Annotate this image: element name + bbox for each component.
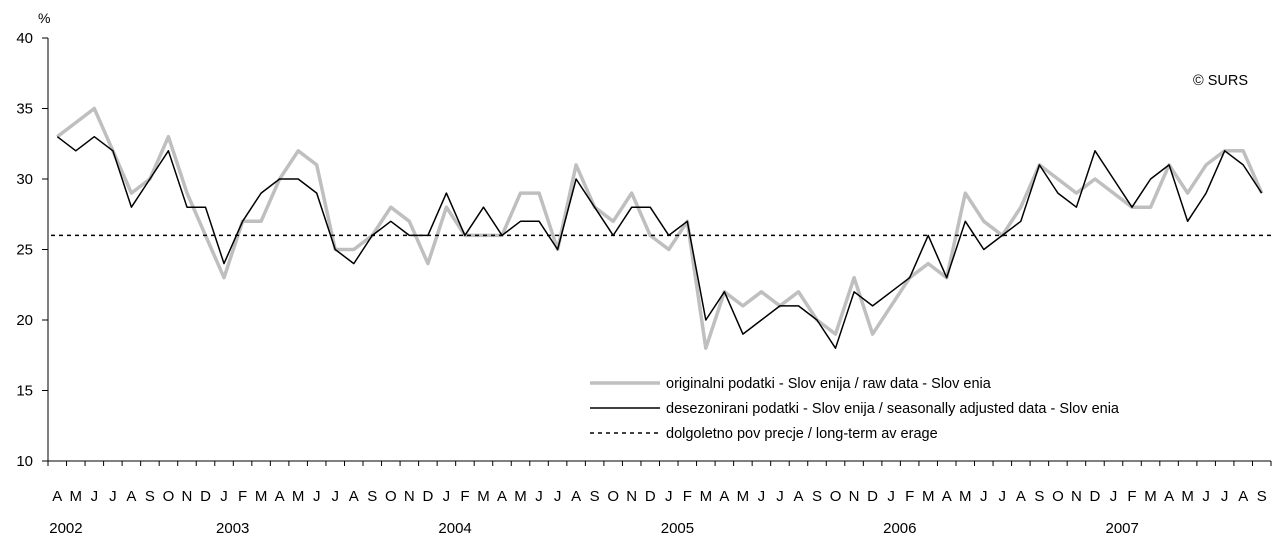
x-tick-label: J <box>999 488 1007 505</box>
x-tick-label: A <box>793 488 803 505</box>
x-tick-label: A <box>1164 488 1174 505</box>
x-tick-label: J <box>758 488 766 505</box>
x-tick-label: F <box>1127 488 1136 505</box>
x-tick-label: D <box>422 488 433 505</box>
y-tick-label: 30 <box>16 171 33 188</box>
year-label: 2007 <box>1105 520 1138 537</box>
x-tick-label: N <box>182 488 193 505</box>
x-tick-label: F <box>238 488 247 505</box>
x-tick-label: M <box>514 488 527 505</box>
x-tick-label: J <box>980 488 988 505</box>
x-tick-label: J <box>1110 488 1118 505</box>
x-tick-label: J <box>1202 488 1210 505</box>
year-label: 2006 <box>883 520 916 537</box>
x-tick-label: M <box>700 488 713 505</box>
y-tick-label: 10 <box>16 453 33 470</box>
axes <box>47 38 1271 462</box>
x-tick-label: M <box>737 488 750 505</box>
x-tick-label: D <box>1090 488 1101 505</box>
x-tick-label: N <box>849 488 860 505</box>
y-tick-label: 15 <box>16 383 33 400</box>
x-tick-label: A <box>1238 488 1248 505</box>
x-tick-label: A <box>942 488 952 505</box>
y-axis-unit-label: % <box>38 10 50 26</box>
x-tick-label: J <box>313 488 321 505</box>
legend-label-2: desezonirani podatki - Slov enija / seas… <box>666 401 1120 417</box>
x-tick-label: O <box>385 488 397 505</box>
x-tick-label: M <box>1144 488 1157 505</box>
x-tick-label: A <box>497 488 507 505</box>
year-label: 2005 <box>661 520 694 537</box>
x-tick-label: J <box>776 488 784 505</box>
x-tick-label: N <box>1071 488 1082 505</box>
x-tick-label: S <box>367 488 377 505</box>
legend-label-3: dolgoletno pov precje / long-term av era… <box>666 426 938 442</box>
y-tick-label: 40 <box>16 30 33 47</box>
year-label: 2003 <box>216 520 249 537</box>
x-tick-label: J <box>1221 488 1229 505</box>
y-tick-label: 25 <box>16 242 33 259</box>
x-tick-label: A <box>571 488 581 505</box>
x-tick-label: S <box>1034 488 1044 505</box>
x-tick-label: M <box>70 488 83 505</box>
copyright-label: © SURS <box>1193 73 1248 89</box>
series-line-1 <box>56 106 1264 350</box>
x-tick-label: M <box>292 488 305 505</box>
y-axis-ticks: 10 15 20 25 30 35 40 <box>16 30 48 470</box>
x-tick-label: O <box>163 488 175 505</box>
x-tick-label: M <box>477 488 490 505</box>
x-tick-label: J <box>220 488 228 505</box>
x-tick-label: J <box>554 488 562 505</box>
x-tick-label: A <box>719 488 729 505</box>
x-tick-label: A <box>1016 488 1026 505</box>
legend: originalni podatki - Slov enija / raw da… <box>590 376 1120 442</box>
x-tick-label: F <box>460 488 469 505</box>
x-tick-label: S <box>590 488 600 505</box>
y-tick-label: 35 <box>16 101 33 118</box>
legend-label-1: originalni podatki - Slov enija / raw da… <box>666 376 992 392</box>
series-lines <box>51 106 1271 350</box>
x-tick-label: J <box>109 488 117 505</box>
x-tick-label: M <box>959 488 972 505</box>
x-tick-label: A <box>126 488 136 505</box>
x-tick-label: J <box>443 488 451 505</box>
year-label: 2002 <box>49 520 82 537</box>
x-tick-label: M <box>255 488 268 505</box>
x-tick-label: J <box>91 488 99 505</box>
series-line-2 <box>56 135 1263 349</box>
x-tick-label: S <box>812 488 822 505</box>
x-tick-label: F <box>683 488 692 505</box>
x-tick-label: M <box>1181 488 1194 505</box>
x-tick-label: F <box>905 488 914 505</box>
x-tick-label: J <box>665 488 673 505</box>
x-tick-label: S <box>145 488 155 505</box>
x-tick-label: J <box>535 488 543 505</box>
x-tick-label: O <box>607 488 619 505</box>
x-tick-label: D <box>867 488 878 505</box>
x-tick-label: N <box>626 488 637 505</box>
x-tick-label: J <box>887 488 895 505</box>
year-label: 2004 <box>438 520 471 537</box>
y-tick-label: 20 <box>16 312 33 329</box>
x-tick-label: M <box>922 488 935 505</box>
x-tick-label: O <box>1052 488 1064 505</box>
x-tick-label: D <box>645 488 656 505</box>
x-tick-label: D <box>200 488 211 505</box>
x-tick-label: O <box>830 488 842 505</box>
x-tick-label: A <box>275 488 285 505</box>
x-tick-label: J <box>331 488 339 505</box>
x-tick-label: A <box>52 488 62 505</box>
x-tick-label: A <box>349 488 359 505</box>
x-tick-label: N <box>404 488 415 505</box>
x-tick-label: S <box>1257 488 1267 505</box>
